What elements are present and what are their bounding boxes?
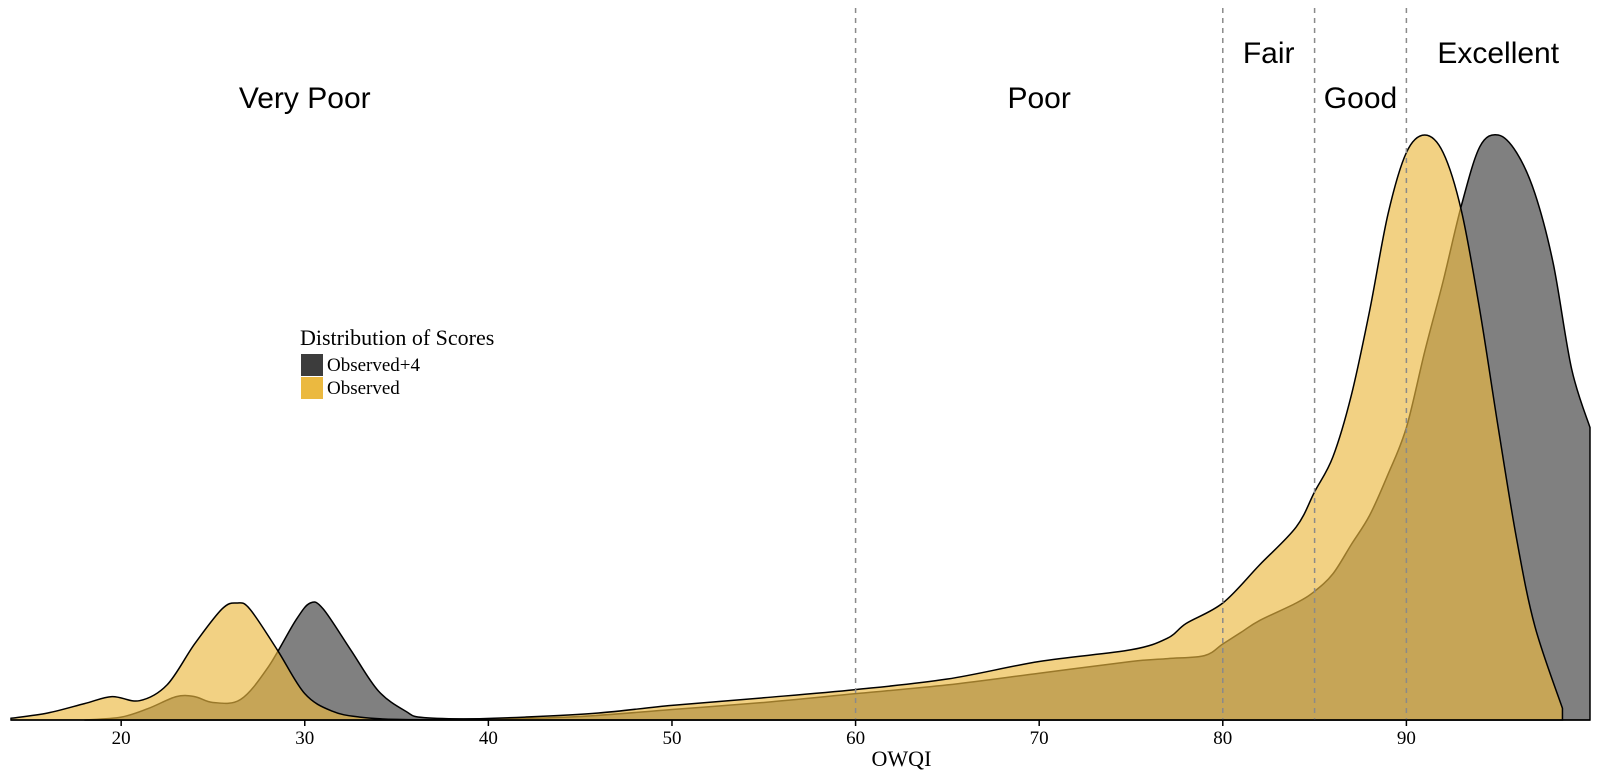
x-axis: 20 30 40 50 60 70 80 90 OWQI — [11, 719, 1590, 771]
x-tick-label-60: 60 — [846, 728, 865, 749]
legend-label-observed: Observed — [327, 378, 400, 399]
x-tick-label-90: 90 — [1397, 728, 1416, 749]
x-tick-label-70: 70 — [1030, 728, 1049, 749]
x-tick-label-50: 50 — [662, 728, 681, 749]
x-tick-label-40: 40 — [479, 728, 498, 749]
x-axis-ticks: 20 30 40 50 60 70 80 90 — [112, 720, 1416, 749]
zone-label-fair: Fair — [1243, 37, 1295, 70]
zone-labels: Very Poor Poor Fair Good Excellent — [239, 37, 1560, 115]
threshold-lines — [854, 8, 1408, 720]
zone-label-excellent: Excellent — [1437, 37, 1559, 70]
legend-swatch-observed — [301, 377, 323, 399]
legend-title: Distribution of Scores — [300, 325, 494, 350]
legend: Distribution of Scores Observed+4 Observ… — [300, 325, 494, 399]
zone-label-poor: Poor — [1007, 82, 1070, 115]
x-tick-label-20: 20 — [112, 728, 131, 749]
x-axis-title: OWQI — [872, 746, 932, 771]
density-area-observed — [10, 134, 1564, 721]
legend-label-observed-plus-4: Observed+4 — [327, 355, 421, 376]
x-tick-label-80: 80 — [1213, 728, 1232, 749]
zone-label-very-poor: Very Poor — [239, 82, 371, 115]
legend-swatch-observed-plus-4 — [301, 354, 323, 376]
density-areas — [10, 133, 1591, 721]
zone-label-good: Good — [1324, 82, 1397, 115]
x-tick-label-30: 30 — [295, 728, 314, 749]
